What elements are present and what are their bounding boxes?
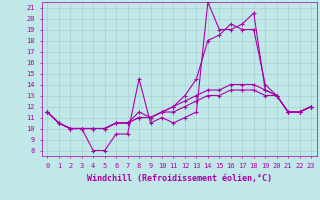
X-axis label: Windchill (Refroidissement éolien,°C): Windchill (Refroidissement éolien,°C) <box>87 174 272 184</box>
